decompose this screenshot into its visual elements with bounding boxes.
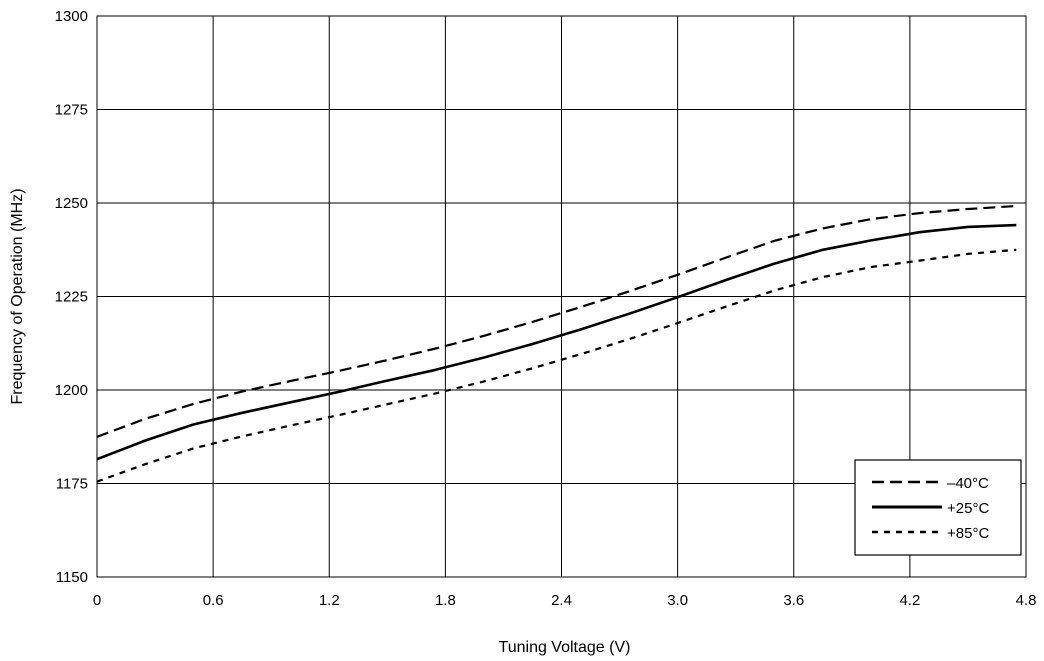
legend-label-plus85c: +85°C bbox=[947, 525, 989, 542]
x-tick-label: 4.2 bbox=[899, 592, 920, 609]
x-tick-label: 4.8 bbox=[1016, 592, 1037, 609]
y-axis-tick-labels: 1150 1175 1200 1225 1250 1275 1300 bbox=[55, 8, 88, 586]
y-tick-label: 1225 bbox=[55, 289, 88, 306]
y-tick-label: 1150 bbox=[56, 569, 88, 586]
y-tick-label: 1300 bbox=[55, 8, 88, 25]
plot-area-frame bbox=[96, 15, 1027, 578]
legend-label-minus40c: –40°C bbox=[947, 475, 989, 492]
series-lines bbox=[96, 204, 1017, 483]
x-tick-label: 1.8 bbox=[435, 592, 456, 609]
legend-label-plus25c: +25°C bbox=[947, 500, 989, 517]
x-tick-label: 2.4 bbox=[551, 592, 572, 609]
series-line-1 bbox=[96, 223, 1017, 461]
series-line-0 bbox=[96, 204, 1017, 438]
y-tick-label: 1175 bbox=[56, 476, 88, 493]
y-tick-label: 1275 bbox=[55, 102, 88, 119]
x-tick-label: 3.6 bbox=[783, 592, 804, 609]
y-tick-label: 1250 bbox=[55, 195, 88, 212]
x-tick-label: 1.2 bbox=[319, 592, 340, 609]
legend: –40°C +25°C +85°C bbox=[854, 459, 1022, 556]
y-axis-title: Frequency of Operation (MHz) bbox=[9, 188, 26, 404]
x-tick-label: 0 bbox=[93, 592, 101, 609]
x-tick-label: 3.0 bbox=[667, 592, 688, 609]
series-line-2 bbox=[96, 248, 1017, 483]
x-tick-label: 0.6 bbox=[203, 592, 224, 609]
x-axis-tick-labels: 0 0.6 1.2 1.8 2.4 3.0 3.6 4.2 4.8 bbox=[93, 592, 1037, 609]
y-tick-label: 1200 bbox=[55, 382, 88, 399]
x-axis-title: Tuning Voltage (V) bbox=[499, 639, 631, 656]
